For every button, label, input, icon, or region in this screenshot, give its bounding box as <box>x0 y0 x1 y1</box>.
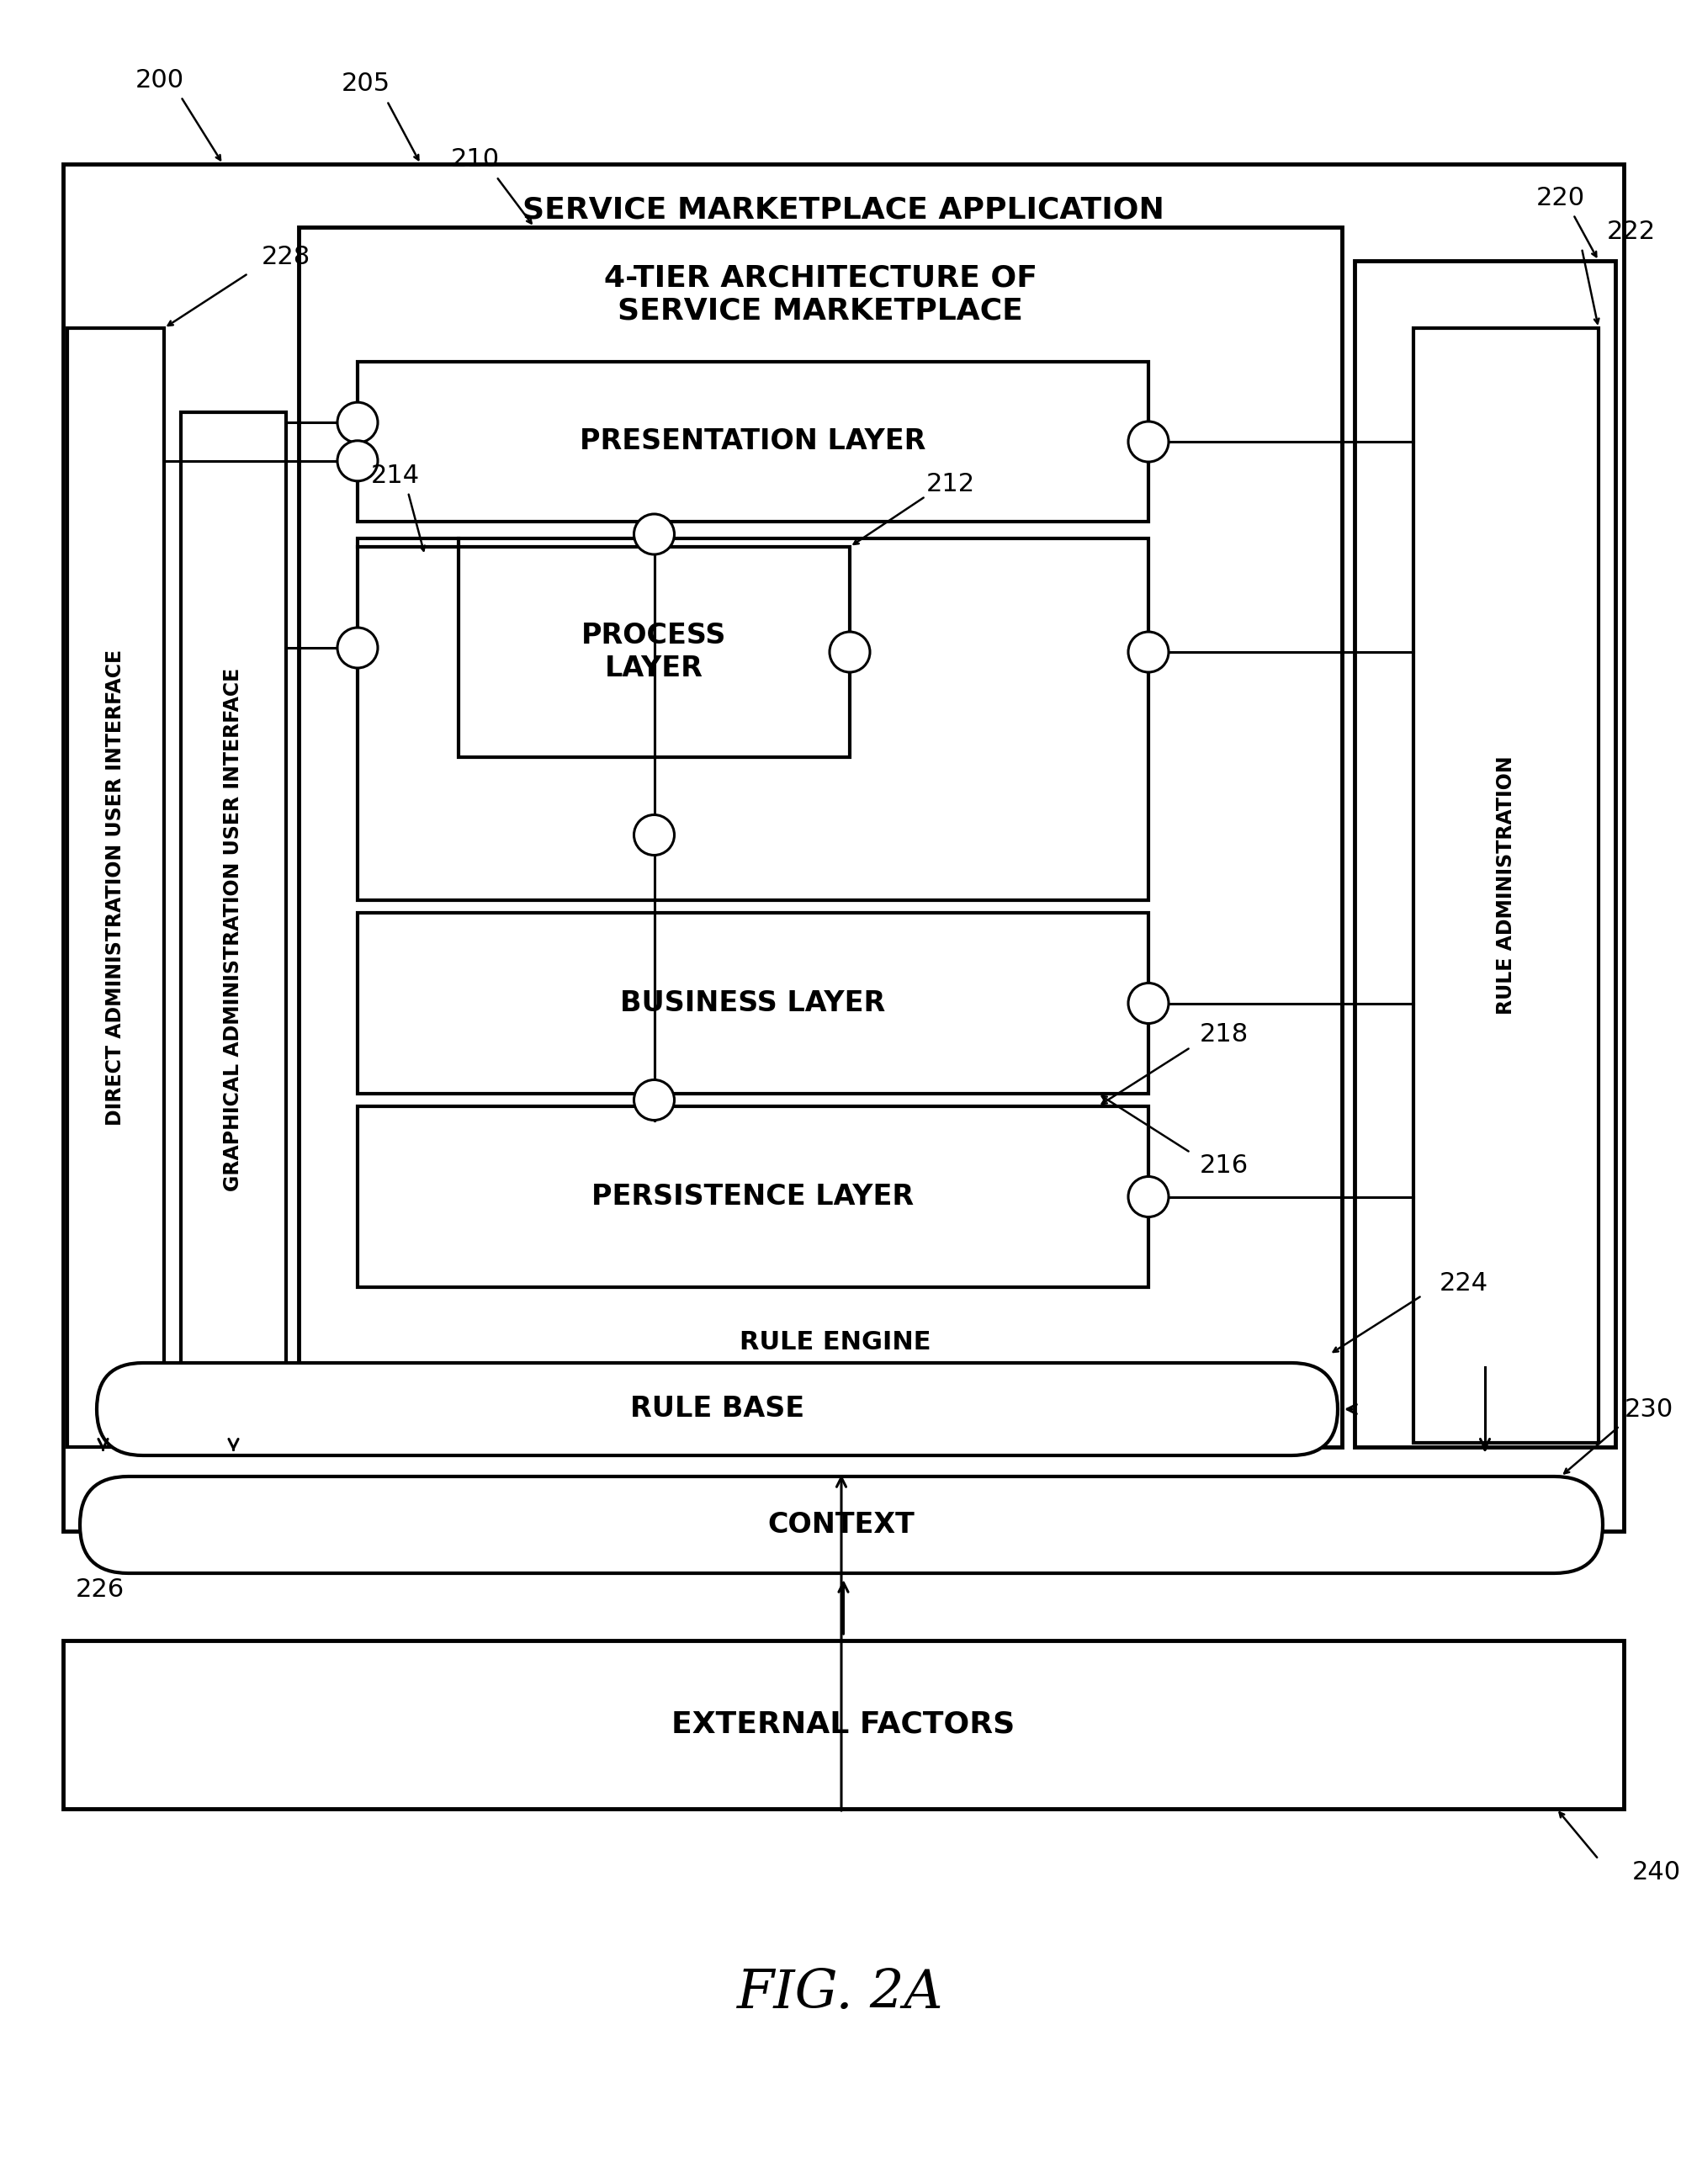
FancyBboxPatch shape <box>81 1476 1602 1572</box>
Text: 220: 220 <box>1536 186 1585 210</box>
Text: RULE ADMINISTRATION: RULE ADMINISTRATION <box>1496 756 1516 1016</box>
Circle shape <box>1128 983 1168 1024</box>
Text: FIG. 2A: FIG. 2A <box>738 1968 943 2020</box>
FancyBboxPatch shape <box>1414 328 1599 1444</box>
Circle shape <box>634 513 674 555</box>
FancyBboxPatch shape <box>299 227 1341 1448</box>
Text: 226: 226 <box>76 1577 124 1603</box>
FancyBboxPatch shape <box>1355 260 1615 1448</box>
Circle shape <box>338 441 378 480</box>
FancyBboxPatch shape <box>358 1107 1148 1286</box>
Text: 240: 240 <box>1632 1861 1681 1885</box>
Text: RULE BASE: RULE BASE <box>630 1396 805 1424</box>
FancyBboxPatch shape <box>64 1640 1624 1808</box>
Circle shape <box>829 631 871 673</box>
Circle shape <box>338 402 378 443</box>
Circle shape <box>634 1079 674 1120</box>
FancyBboxPatch shape <box>64 164 1624 1531</box>
Text: PROCESS
LAYER: PROCESS LAYER <box>582 622 726 681</box>
Text: 230: 230 <box>1624 1398 1674 1422</box>
Text: EXTERNAL FACTORS: EXTERNAL FACTORS <box>672 1710 1015 1738</box>
Text: PRESENTATION LAYER: PRESENTATION LAYER <box>580 428 926 456</box>
Text: 205: 205 <box>341 72 390 96</box>
FancyBboxPatch shape <box>97 1363 1338 1455</box>
Circle shape <box>1128 1177 1168 1216</box>
Text: 222: 222 <box>1607 218 1656 245</box>
Text: 200: 200 <box>136 68 185 92</box>
Text: 214: 214 <box>372 463 420 487</box>
Text: 224: 224 <box>1439 1271 1488 1295</box>
Text: CONTEXT: CONTEXT <box>768 1511 914 1540</box>
Circle shape <box>1128 422 1168 461</box>
Text: RULE ENGINE: RULE ENGINE <box>740 1330 931 1354</box>
Text: PERSISTENCE LAYER: PERSISTENCE LAYER <box>592 1184 914 1210</box>
FancyBboxPatch shape <box>358 539 1148 900</box>
Circle shape <box>338 627 378 668</box>
Text: 210: 210 <box>451 149 499 173</box>
Text: 4-TIER ARCHITECTURE OF
SERVICE MARKETPLACE: 4-TIER ARCHITECTURE OF SERVICE MARKETPLA… <box>603 264 1037 325</box>
Text: BUSINESS LAYER: BUSINESS LAYER <box>620 989 886 1018</box>
Text: SERVICE MARKETPLACE APPLICATION: SERVICE MARKETPLACE APPLICATION <box>523 197 1165 225</box>
FancyBboxPatch shape <box>358 913 1148 1094</box>
Text: 216: 216 <box>1200 1153 1249 1177</box>
FancyBboxPatch shape <box>67 328 165 1448</box>
FancyBboxPatch shape <box>459 546 851 758</box>
Circle shape <box>1128 631 1168 673</box>
Text: GRAPHICAL ADMINISTRATION USER INTERFACE: GRAPHICAL ADMINISTRATION USER INTERFACE <box>224 668 244 1192</box>
FancyBboxPatch shape <box>182 413 286 1448</box>
Circle shape <box>634 815 674 856</box>
FancyBboxPatch shape <box>358 363 1148 522</box>
Text: 218: 218 <box>1200 1022 1249 1046</box>
Text: 212: 212 <box>926 472 975 496</box>
Text: 228: 228 <box>262 245 311 269</box>
Text: DIRECT ADMINISTRATION USER INTERFACE: DIRECT ADMINISTRATION USER INTERFACE <box>106 649 126 1125</box>
